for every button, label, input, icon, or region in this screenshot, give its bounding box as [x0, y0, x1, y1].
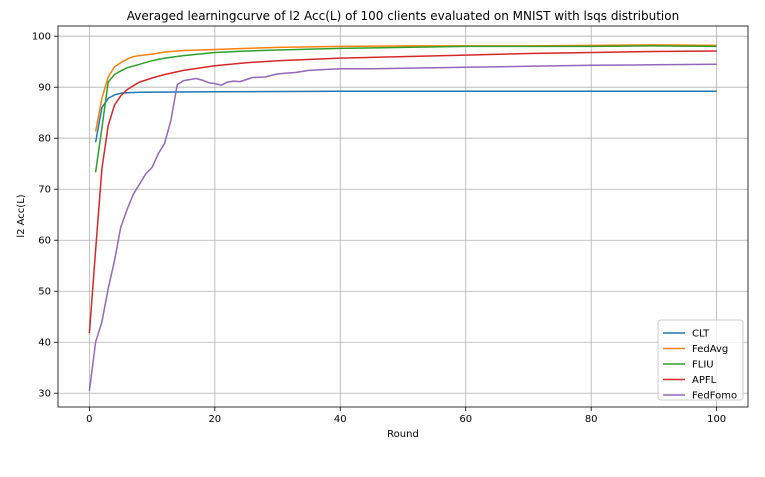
y-tick-label: 30 [38, 389, 51, 400]
x-tick-label: 20 [208, 414, 221, 425]
legend-label: FedAvg [692, 344, 728, 355]
y-tick-label: 40 [38, 338, 51, 349]
legend-label: APFL [692, 375, 717, 386]
x-axis-label: Round [387, 429, 419, 440]
x-tick-label: 0 [86, 414, 92, 425]
grid [58, 26, 748, 407]
y-tick-label: 50 [38, 287, 51, 298]
legend-label: CLT [692, 329, 710, 340]
plot-frame [57, 25, 749, 408]
y-tick-label: 100 [32, 32, 51, 43]
chart-title: Averaged learningcurve of l2 Acc(L) of 1… [127, 9, 679, 23]
series-line-fedfomo [88, 63, 717, 391]
series-line-fedavg [94, 44, 717, 132]
series-lines [88, 44, 717, 391]
y-tick-label: 70 [38, 185, 51, 196]
y-tick-label: 80 [38, 134, 51, 145]
series-line-clt [94, 90, 717, 143]
x-tick-label: 40 [334, 414, 347, 425]
series-line-apfl [88, 50, 717, 334]
series-line-fliu [94, 45, 717, 173]
y-tick-label: 90 [38, 83, 51, 94]
legend-label: FLIU [692, 360, 714, 371]
legend: CLT FedAvg FLIU APFL FedFomo [657, 319, 744, 402]
y-axis-label: l2 Acc(L) [16, 194, 27, 237]
x-tick-label: 80 [585, 414, 598, 425]
y-tick-label: 60 [38, 236, 51, 247]
x-tick-label: 60 [459, 414, 472, 425]
legend-label: FedFomo [692, 391, 737, 402]
x-tick-label: 100 [707, 414, 726, 425]
ticks: 0 20 40 60 80 100 30 40 50 60 70 80 90 100 [32, 32, 726, 425]
